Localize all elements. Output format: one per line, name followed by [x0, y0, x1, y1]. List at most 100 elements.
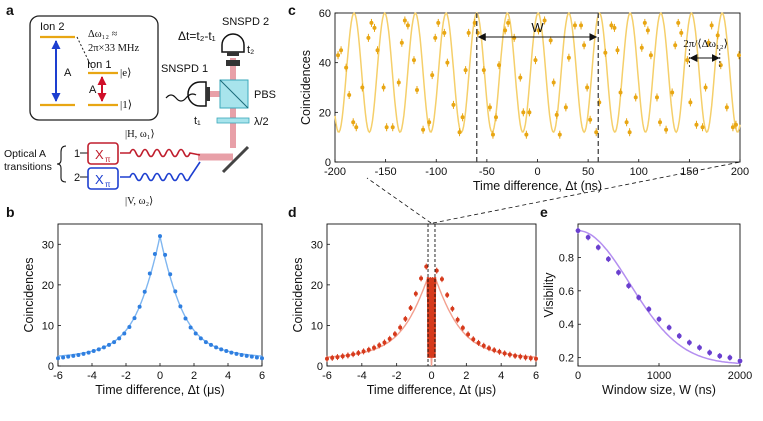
data-point	[183, 316, 188, 321]
data-point	[609, 23, 614, 28]
half-wave-plate: λ/2	[216, 116, 269, 128]
x-tick-label: -100	[425, 166, 447, 178]
data-point	[224, 348, 229, 353]
data-point	[339, 48, 344, 53]
xpi-label-1: X	[95, 147, 104, 162]
y-tick-label: 0.6	[559, 286, 574, 298]
y-tick-label: 40	[319, 58, 331, 70]
chart-c: -200-150-100-500501001502000204060Time d…	[299, 8, 749, 193]
xpi-box-2	[87, 167, 119, 190]
data-point	[430, 73, 435, 78]
data-point	[460, 325, 465, 330]
y-axis-label: Visibility	[542, 272, 556, 318]
y-tick-label: 10	[42, 320, 54, 332]
fit-curve	[327, 279, 536, 367]
snspd1-label: SNSPD 1	[161, 63, 208, 75]
data-point	[398, 325, 403, 330]
data-point	[646, 306, 652, 312]
data-point	[603, 50, 608, 55]
plot-frame	[57, 223, 263, 367]
data-point	[497, 349, 502, 354]
data-point	[481, 343, 486, 348]
mode-v-label: |V, ω₂⟩	[125, 195, 153, 207]
y-tick-label: 0	[325, 157, 331, 169]
delta-omega-value: 2π×33 MHz	[88, 43, 140, 54]
data-point	[579, 23, 584, 28]
data-point	[706, 40, 711, 45]
data-point	[616, 270, 621, 275]
data-point	[639, 45, 644, 50]
x-tick-label: -150	[375, 166, 397, 178]
snspd2-label: SNSPD 2	[222, 16, 269, 28]
data-point	[654, 95, 659, 100]
data-point	[132, 316, 137, 321]
x-tick-label: 100	[630, 166, 648, 178]
data-point	[534, 356, 538, 361]
data-point	[96, 347, 101, 352]
x-tick-label: 4	[498, 370, 504, 382]
data-point	[476, 340, 481, 345]
data-point	[676, 333, 682, 339]
data-point	[679, 30, 684, 35]
delta-t-definition: Δt=t₂-t₁	[178, 29, 216, 43]
data-point	[518, 354, 523, 359]
transition-label-right: A	[89, 84, 97, 96]
data-point	[403, 316, 408, 321]
data-point	[688, 100, 693, 105]
zoom-line-right	[432, 161, 741, 224]
data-point	[686, 340, 692, 346]
data-point	[493, 115, 498, 120]
data-point	[566, 55, 571, 60]
data-point	[585, 234, 591, 240]
data-point	[372, 345, 377, 350]
data-point	[709, 23, 714, 28]
x-tick-label: 0	[575, 370, 581, 382]
data-point	[112, 340, 117, 345]
data-point	[209, 342, 213, 347]
panel-label-c: c	[288, 2, 296, 18]
chart-b: -6 -4 -2 0 2 4 6 0 10 20 30 Time difference, Δt (μs…	[22, 223, 265, 397]
data-point	[188, 325, 193, 330]
data-point	[460, 115, 465, 120]
data-point	[528, 356, 533, 361]
data-point	[512, 35, 517, 40]
y-tick-label: 0.4	[559, 319, 574, 331]
xpi-box-1	[87, 142, 119, 165]
y-tick-label: 0.8	[559, 252, 574, 264]
data-point	[670, 90, 675, 95]
data-point	[503, 28, 508, 33]
snspd2-detector: SNSPD 2 t₂	[221, 16, 269, 56]
x-tick-label: -200	[324, 166, 346, 178]
data-point	[521, 110, 526, 115]
data-point	[685, 58, 690, 63]
central-oscillation	[426, 277, 437, 358]
data-point	[497, 63, 502, 68]
data-point	[557, 132, 562, 137]
data-point	[518, 75, 523, 80]
fit-curve	[334, 11, 741, 134]
data-point	[466, 30, 471, 35]
data-point	[451, 102, 456, 107]
data-point	[645, 28, 650, 33]
window-label: W	[531, 20, 544, 35]
data-point	[466, 332, 471, 337]
xpi-sub-1: π	[105, 155, 111, 164]
data-point	[490, 132, 495, 137]
data-point	[377, 343, 382, 348]
data-point	[101, 345, 106, 350]
data-point	[81, 351, 86, 356]
data-point	[76, 353, 81, 358]
ket-e-label: |e⟩	[120, 67, 131, 79]
data-point	[703, 85, 708, 90]
data-point	[463, 68, 468, 73]
data-point	[402, 18, 407, 23]
data-point	[585, 85, 590, 90]
data-point	[627, 130, 632, 135]
data-point	[390, 125, 395, 130]
data-point	[61, 355, 66, 360]
data-point	[203, 340, 208, 345]
data-point	[142, 289, 147, 294]
x-axis-label: Time difference, Δt (μs)	[367, 383, 496, 397]
y-axis-label: Coincidences	[22, 257, 36, 332]
x-tick-label: 50	[582, 166, 594, 178]
